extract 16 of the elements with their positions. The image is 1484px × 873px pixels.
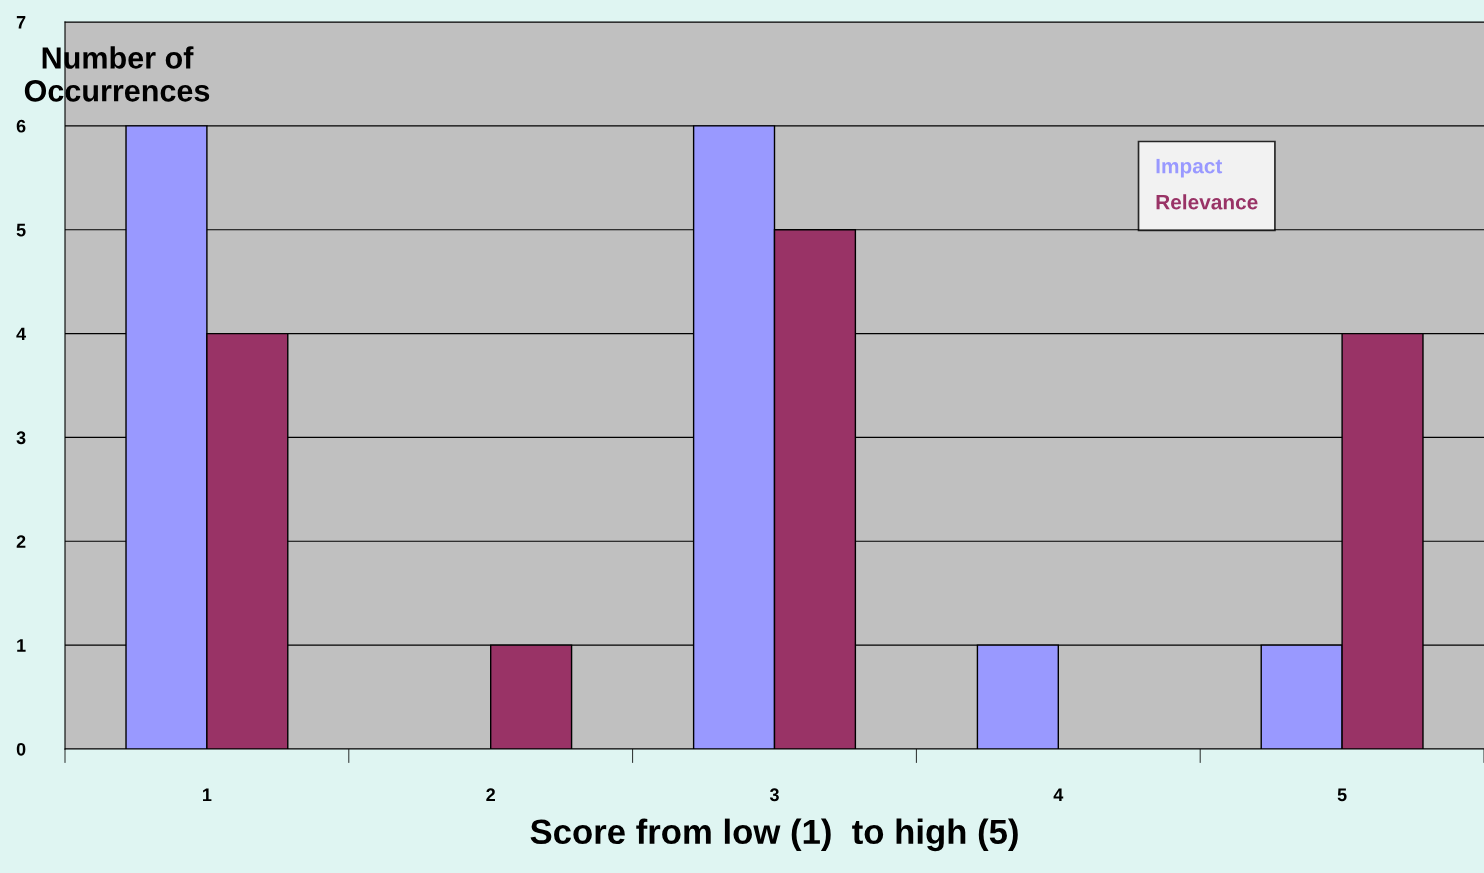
x-tick-label: 5 [1337,788,1347,802]
y-tick-label: 1 [17,639,26,652]
y-tick-label: 5 [16,223,26,237]
x-tick-label: 2 [486,788,495,801]
y-tick-label: 6 [16,119,26,133]
x-tick-label: 1 [203,788,212,801]
x-tick-label: 3 [769,788,779,802]
y-tick-label: 2 [16,535,26,548]
text: Impact [1156,158,1223,178]
y-tick-label: 4 [16,327,27,341]
y-tick-label: 3 [16,431,26,445]
y-tick-label: 0 [16,742,26,756]
x-axis-title: Score from low (1) to high (5) [530,818,1018,852]
x-tick-label: 4 [1053,788,1064,801]
text: Relevance [1156,194,1258,210]
y-tick-label: 7 [16,16,26,29]
